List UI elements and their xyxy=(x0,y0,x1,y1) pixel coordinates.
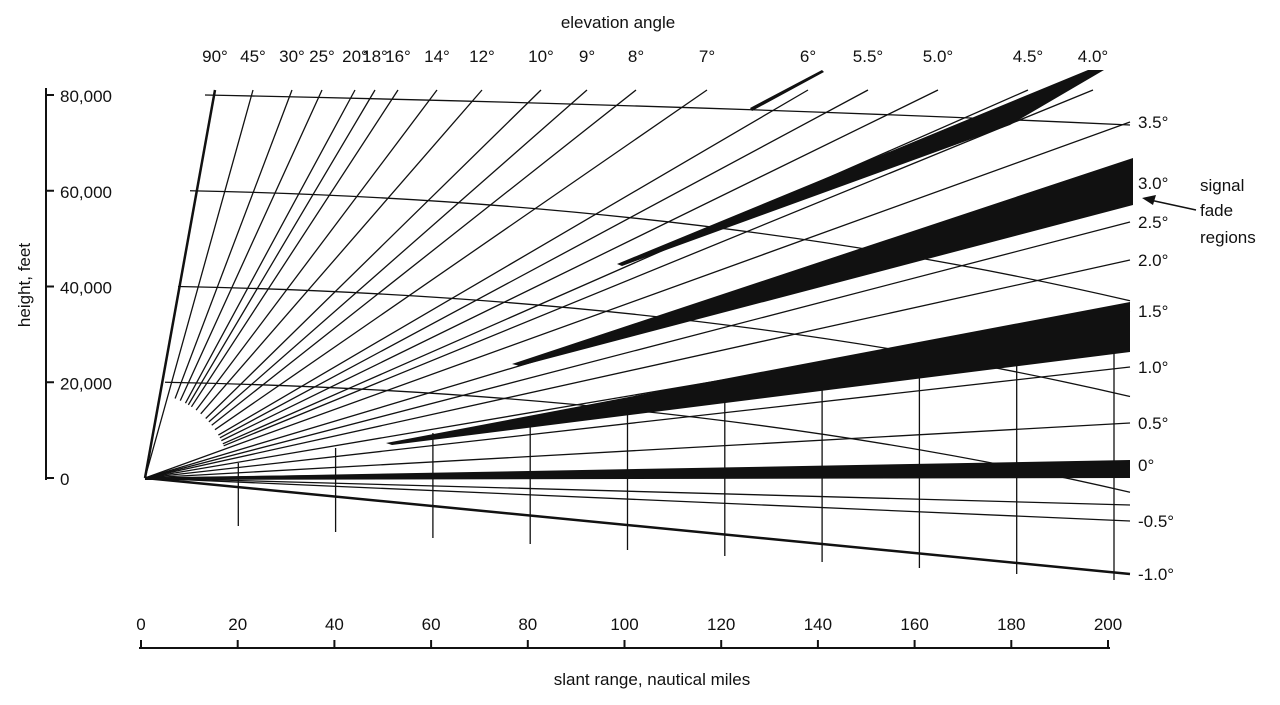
elevation-line xyxy=(200,89,483,415)
elevation-line xyxy=(218,89,809,436)
fade-region xyxy=(617,70,1104,266)
fade-region xyxy=(750,70,824,111)
elevation-label: 0.5° xyxy=(1138,414,1168,433)
elevation-label: 12° xyxy=(469,47,495,66)
elevation-label: 0° xyxy=(1138,456,1154,475)
height-tick-label: 80,000 xyxy=(60,87,112,106)
elevation-label: 1.0° xyxy=(1138,358,1168,377)
range-tick-label: 120 xyxy=(707,615,735,634)
elevation-line xyxy=(144,259,1131,479)
elevation-line xyxy=(205,89,542,419)
x-axis-label: slant range, nautical miles xyxy=(554,670,751,689)
elevation-label: 10° xyxy=(528,47,554,66)
range-tick-label: 80 xyxy=(518,615,537,634)
elevation-line xyxy=(144,476,1131,576)
fade-region xyxy=(386,302,1130,445)
elevation-line xyxy=(144,477,1131,522)
legend-line-1: signal xyxy=(1200,176,1244,195)
elevation-label: 3.0° xyxy=(1138,174,1168,193)
y-axis-label: height, feet xyxy=(15,243,34,327)
elevation-label: 6° xyxy=(800,47,816,66)
elevation-label: 4.5° xyxy=(1013,47,1043,66)
fade-region xyxy=(145,460,1130,480)
elevation-label: 3.5° xyxy=(1138,113,1168,132)
elevation-label: 2.5° xyxy=(1138,213,1168,232)
range-tick-label: 200 xyxy=(1094,615,1122,634)
elevation-label: 8° xyxy=(628,47,644,66)
elevation-line xyxy=(143,89,217,479)
elevation-label: 45° xyxy=(240,47,266,66)
elevation-line xyxy=(195,89,438,411)
height-curve xyxy=(189,190,1131,302)
elevation-line xyxy=(144,221,1131,479)
range-tick-label: 60 xyxy=(422,615,441,634)
labels: 0 20,000 40,000 60,000 80,000 0 20 40 60 80 100 120… xyxy=(60,47,1174,634)
legend-line-2: fade xyxy=(1200,201,1233,220)
legend-line-3: regions xyxy=(1200,228,1256,247)
range-tick-label: 40 xyxy=(325,615,344,634)
elevation-line xyxy=(190,89,399,408)
height-tick-label: 60,000 xyxy=(60,183,112,202)
range-tick-label: 140 xyxy=(804,615,832,634)
elevation-line xyxy=(144,366,1131,479)
elevation-label: 5.0° xyxy=(923,47,953,66)
elevation-line xyxy=(184,89,356,404)
elevation-label: 2.0° xyxy=(1138,251,1168,270)
elevation-label: -1.0° xyxy=(1138,565,1174,584)
elevation-line xyxy=(221,89,939,442)
elevation-line xyxy=(144,121,1131,479)
range-tick-label: 160 xyxy=(900,615,928,634)
elevation-line xyxy=(211,89,637,426)
range-tick-label: 20 xyxy=(228,615,247,634)
elevation-line xyxy=(208,89,588,423)
arrow-icon xyxy=(1142,195,1197,211)
elevation-label: 7° xyxy=(699,47,715,66)
range-tick-label: 100 xyxy=(610,615,638,634)
elevation-line xyxy=(144,422,1131,479)
height-tick-label: 0 xyxy=(60,470,69,489)
elevation-label: 16° xyxy=(385,47,411,66)
elevation-line xyxy=(179,89,323,401)
elevation-line xyxy=(144,89,254,479)
fade-region xyxy=(512,158,1133,366)
elevation-line xyxy=(174,89,293,399)
elevation-label: 20° xyxy=(342,47,368,66)
elevation-label: 18° xyxy=(362,47,388,66)
elevation-line xyxy=(222,89,1029,445)
elevation-label: 9° xyxy=(579,47,595,66)
elevation-line xyxy=(214,89,708,431)
elevation-label: 14° xyxy=(424,47,450,66)
elevation-label: 4.0° xyxy=(1078,47,1108,66)
fade-regions xyxy=(145,70,1133,480)
elevation-label: 25° xyxy=(309,47,335,66)
elevation-line xyxy=(187,89,376,406)
height-tick-label: 20,000 xyxy=(60,374,112,393)
elevation-label: 90° xyxy=(202,47,228,66)
elevation-label: -0.5° xyxy=(1138,512,1174,531)
elevation-label: 1.5° xyxy=(1138,302,1168,321)
elevation-angle-title: elevation angle xyxy=(561,13,675,32)
elevation-label: 5.5° xyxy=(853,47,883,66)
elevation-line xyxy=(223,89,1094,447)
height-tick-label: 40,000 xyxy=(60,279,112,298)
range-tick-label: 0 xyxy=(136,615,145,634)
range-tick-label: 180 xyxy=(997,615,1025,634)
elevation-line xyxy=(219,89,869,439)
elevation-label: 30° xyxy=(279,47,305,66)
